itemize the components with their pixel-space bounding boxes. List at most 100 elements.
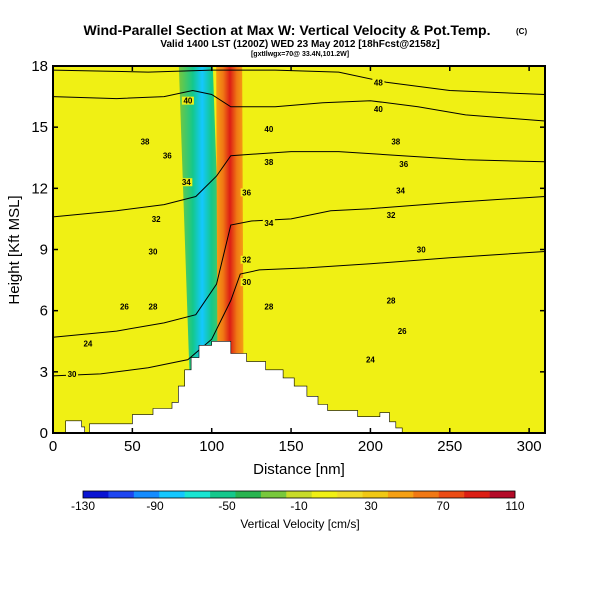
- y-tick-label: 12: [31, 180, 48, 197]
- y-tick-label: 9: [40, 242, 48, 259]
- contour-label: 40: [262, 125, 275, 134]
- colorbar-tick-label: 110: [505, 499, 524, 513]
- contour-label: 28: [146, 302, 159, 312]
- colorbar-tick-label: -10: [290, 499, 308, 513]
- colorbar-swatch: [108, 491, 135, 498]
- contour-label: 32: [150, 214, 163, 224]
- svg-text:40: 40: [183, 97, 192, 106]
- svg-text:30: 30: [417, 246, 426, 255]
- svg-text:34: 34: [396, 186, 405, 195]
- colorbar-tick-label: 30: [364, 499, 378, 513]
- y-tick-label: 3: [40, 364, 48, 381]
- svg-text:32: 32: [387, 211, 396, 220]
- plot-area: 30 24 26 28 30 32 34 36 38 40 40 38 36 34 32 30 28 24 26 28…: [52, 65, 546, 434]
- contour-label: 32: [240, 255, 253, 265]
- svg-text:34: 34: [264, 219, 273, 228]
- theta-contour-30: [53, 251, 545, 377]
- theta-contour-40: [53, 89, 545, 122]
- colorbar-tick-label: -90: [146, 499, 164, 513]
- theta-contour-36: [53, 151, 545, 218]
- copyright-mark: (C): [516, 27, 527, 36]
- colorbar-label: Vertical Velocity [cm/s]: [240, 517, 359, 531]
- colorbar-swatch: [260, 491, 287, 498]
- chart-title: Wind-Parallel Section at Max W: Vertical…: [83, 22, 490, 38]
- contour-label: 30: [240, 278, 253, 287]
- contour-label: 38: [262, 157, 275, 167]
- plot-background: [53, 66, 545, 433]
- svg-text:28: 28: [387, 296, 396, 305]
- contour-label: 26: [396, 327, 409, 336]
- svg-text:24: 24: [366, 356, 375, 365]
- contour-label: 24: [364, 355, 377, 365]
- colorbar-swatch: [83, 491, 109, 498]
- svg-text:30: 30: [149, 248, 158, 257]
- svg-text:26: 26: [398, 327, 407, 336]
- contour-label: 38: [139, 137, 152, 146]
- chart-subtitle: Valid 1400 LST (1200Z) WED 23 May 2012 […: [160, 39, 439, 50]
- svg-text:34: 34: [182, 178, 191, 187]
- colorbar-swatch: [413, 491, 440, 498]
- chart-subsubtitle: [gxtIlwgx=70@ 33.4N,101.2W]: [251, 51, 349, 58]
- svg-text:38: 38: [141, 137, 150, 146]
- contour-label: 36: [397, 159, 410, 169]
- contour-label: 34: [262, 218, 275, 228]
- contour-label: 24: [81, 339, 94, 348]
- colorbar: -130 -90 -50 -10 30 70 110: [71, 490, 525, 513]
- svg-text:30: 30: [242, 278, 251, 287]
- contour-label: 30: [146, 247, 159, 257]
- colorbar-swatch: [362, 491, 389, 498]
- colorbar-tick-label: -50: [218, 499, 236, 513]
- x-axis-label: Distance [nm]: [253, 461, 345, 478]
- theta-contour-34: [53, 196, 545, 338]
- colorbar-swatch: [184, 491, 211, 498]
- svg-text:38: 38: [264, 158, 273, 167]
- y-axis-label: Height [Kft MSL]: [6, 195, 23, 304]
- contour-label: 30: [415, 245, 428, 255]
- svg-text:38: 38: [391, 137, 400, 146]
- contour-label: 36: [240, 188, 253, 197]
- colorbar-swatch: [159, 491, 185, 498]
- x-tick-label: 300: [517, 438, 542, 455]
- contour-label: 34: [180, 178, 193, 187]
- contour-label: 26: [118, 302, 131, 312]
- contour-label: 48: [372, 78, 385, 87]
- colorbar-swatch: [311, 491, 338, 498]
- contour-label: 28: [385, 296, 398, 305]
- y-tick-label: 18: [31, 58, 48, 75]
- colorbar-swatch: [286, 491, 312, 498]
- svg-text:40: 40: [374, 105, 383, 114]
- colorbar-tick-label: -130: [71, 499, 95, 513]
- contour-label: 40: [181, 96, 194, 106]
- x-tick-label: 200: [358, 438, 383, 455]
- colorbar-swatch: [133, 491, 160, 498]
- colorbar-swatch: [464, 491, 490, 498]
- svg-text:36: 36: [163, 152, 172, 161]
- y-tick-label: 0: [40, 425, 48, 442]
- theta-contour-48: [53, 69, 545, 95]
- x-tick-label: 250: [437, 438, 462, 455]
- x-tick-label: 0: [49, 438, 57, 455]
- x-axis: 0 50 100 150 200 250 300: [49, 66, 542, 455]
- terrain: [53, 341, 545, 434]
- svg-text:40: 40: [264, 125, 273, 134]
- contour-label: 28: [262, 302, 275, 312]
- colorbar-tick-label: 70: [436, 499, 450, 513]
- x-tick-label: 100: [199, 438, 224, 455]
- svg-text:28: 28: [149, 303, 158, 312]
- x-tick-label: 150: [279, 438, 304, 455]
- contour-label: 34: [394, 186, 407, 195]
- y-tick-label: 6: [40, 303, 48, 320]
- svg-text:48: 48: [374, 78, 383, 87]
- svg-text:32: 32: [152, 215, 161, 224]
- y-tick-label: 15: [31, 119, 48, 136]
- svg-text:36: 36: [399, 160, 408, 169]
- svg-text:28: 28: [264, 303, 273, 312]
- colorbar-frame: [82, 490, 516, 499]
- contour-label: 38: [389, 137, 402, 146]
- colorbar-swatch: [438, 491, 465, 498]
- colorbar-swatch: [337, 491, 363, 498]
- colorbar-swatch: [387, 491, 414, 498]
- svg-text:26: 26: [120, 303, 129, 312]
- contour-label: 40: [372, 104, 385, 114]
